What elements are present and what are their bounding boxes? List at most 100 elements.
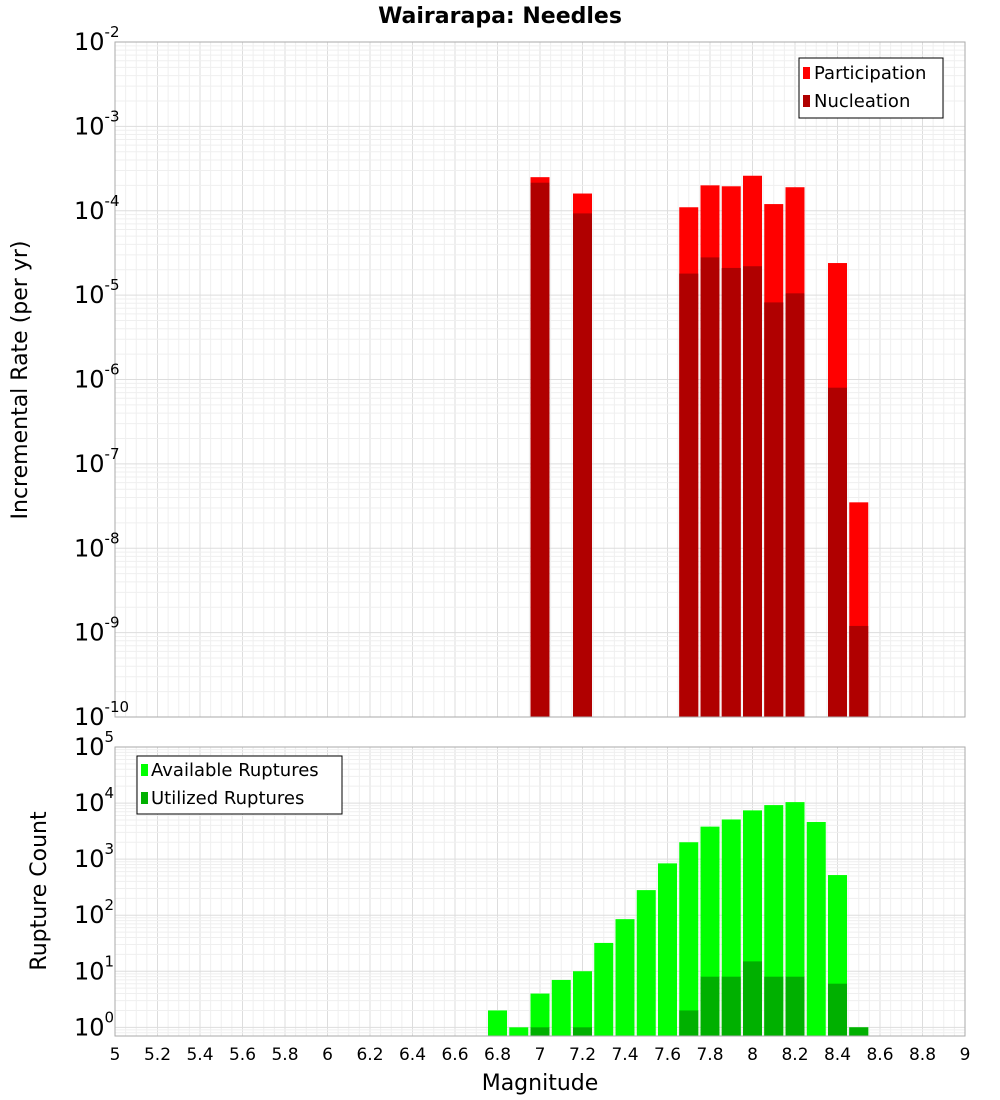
y-tick-exponent: -5	[105, 276, 120, 294]
y-tick-exponent: -7	[105, 445, 120, 463]
y-tick-label: 10-8	[74, 529, 120, 562]
y-tick-exponent: 1	[105, 952, 115, 970]
y-tick-exponent: -3	[105, 107, 120, 125]
bar-bottom-available-ruptures	[658, 863, 677, 1036]
bar-bottom-utilized-ruptures	[573, 1027, 592, 1036]
bar-bottom-utilized-ruptures	[764, 976, 784, 1036]
bar-bottom-utilized-ruptures	[849, 1027, 869, 1036]
y-tick-base: 10	[74, 733, 105, 761]
bar-bottom-utilized-ruptures	[721, 976, 741, 1036]
x-tick-label: 8.8	[909, 1045, 936, 1065]
x-tick-label: 7.2	[569, 1045, 596, 1065]
x-tick-label: 9	[960, 1045, 971, 1065]
bar-bottom-available-ruptures	[573, 971, 592, 1036]
bar-bottom-utilized-ruptures	[828, 983, 847, 1036]
y-tick-exponent: -10	[105, 698, 130, 716]
y-tick-base: 10	[74, 197, 105, 225]
bar-bottom-available-ruptures	[551, 979, 571, 1036]
x-tick-label: 7.8	[696, 1045, 723, 1065]
x-tick-label: 6	[322, 1045, 333, 1065]
bar-top-nucleation	[573, 213, 592, 717]
y-tick-base: 10	[74, 28, 105, 56]
bar-top-nucleation	[828, 387, 847, 717]
y-tick-label: 101	[74, 952, 114, 985]
bar-top-nucleation	[721, 267, 741, 717]
x-tick-label: 7.6	[654, 1045, 681, 1065]
top-plot: 10-210-310-410-510-610-710-810-910-10 In…	[8, 23, 966, 731]
legend-label-participation: Participation	[814, 63, 926, 84]
top-y-tick-labels: 10-210-310-410-510-610-710-810-910-10	[74, 23, 129, 731]
x-tick-label: 8.6	[866, 1045, 893, 1065]
bar-bottom-utilized-ruptures	[743, 961, 762, 1036]
x-tick-label: 6.8	[484, 1045, 511, 1065]
y-tick-exponent: 3	[105, 840, 115, 858]
bar-bottom-available-ruptures	[530, 993, 550, 1036]
y-tick-base: 10	[74, 366, 105, 394]
y-tick-label: 10-7	[74, 445, 120, 478]
y-tick-base: 10	[74, 534, 105, 562]
y-tick-label: 103	[74, 840, 114, 873]
x-tick-label: 5.2	[144, 1045, 171, 1065]
legend-swatch-available	[141, 764, 148, 776]
bar-bottom-available-ruptures	[488, 1010, 507, 1036]
top-bars	[530, 175, 869, 718]
x-tick-label: 6.2	[356, 1045, 383, 1065]
y-tick-label: 102	[74, 896, 114, 929]
y-tick-label: 105	[74, 728, 114, 761]
bar-bottom-available-ruptures	[806, 821, 826, 1036]
y-tick-base: 10	[74, 901, 105, 929]
y-tick-base: 10	[74, 845, 105, 873]
bar-bottom-available-ruptures	[615, 919, 635, 1036]
y-tick-exponent: -2	[105, 23, 120, 41]
bar-top-nucleation	[849, 625, 869, 717]
y-tick-base: 10	[74, 112, 105, 140]
legend-label-utilized: Utilized Ruptures	[151, 788, 304, 809]
x-tick-label: 5.8	[271, 1045, 298, 1065]
bar-bottom-available-ruptures	[636, 890, 656, 1036]
bar-top-nucleation	[700, 257, 720, 717]
y-tick-base: 10	[74, 281, 105, 309]
bar-top-nucleation	[785, 293, 805, 717]
top-legend-box	[798, 57, 944, 119]
x-tick-label: 5.4	[186, 1045, 213, 1065]
x-tick-label: 8	[747, 1045, 758, 1065]
y-tick-label: 100	[74, 1008, 114, 1041]
x-tick-labels: 5 5.2 5.4 5.6 5.8 6 6.2 6.4 6.6 6.8 7 7.2 7.4 7.6 7.8 8…	[110, 1045, 971, 1065]
bottom-bars	[488, 802, 869, 1036]
x-axis-label: Magnitude	[482, 1071, 599, 1096]
bar-top-nucleation	[764, 302, 784, 717]
bottom-plot-border	[114, 746, 966, 1037]
bar-top-nucleation	[530, 182, 550, 717]
x-tick-label: 8.2	[781, 1045, 808, 1065]
y-tick-label: 10-2	[74, 23, 120, 56]
x-tick-label: 6.6	[441, 1045, 468, 1065]
legend-swatch-utilized	[141, 792, 148, 804]
y-tick-base: 10	[74, 1013, 105, 1041]
bar-bottom-available-ruptures	[679, 842, 699, 1036]
y-tick-base: 10	[74, 703, 105, 731]
bottom-legend: Available Ruptures Utilized Ruptures	[136, 755, 343, 815]
y-tick-base: 10	[74, 450, 105, 478]
y-tick-label: 104	[74, 784, 114, 817]
y-tick-label: 10-6	[74, 361, 120, 394]
x-tick-label: 5.6	[229, 1045, 256, 1065]
top-plot-border	[114, 41, 966, 718]
y-tick-exponent: -9	[105, 614, 120, 632]
y-tick-base: 10	[74, 957, 105, 985]
y-tick-base: 10	[74, 789, 105, 817]
x-tick-label: 8.4	[824, 1045, 851, 1065]
legend-swatch-participation	[803, 67, 810, 79]
y-tick-exponent: 0	[105, 1008, 115, 1026]
bar-top-nucleation	[743, 266, 762, 717]
y-tick-exponent: 5	[105, 728, 115, 746]
top-y-axis-label: Incremental Rate (per yr)	[8, 241, 33, 520]
bottom-legend-box	[136, 755, 343, 815]
y-tick-exponent: -6	[105, 361, 120, 379]
y-tick-exponent: 4	[105, 784, 115, 802]
chart-title: Wairarapa: Needles	[378, 4, 622, 29]
legend-label-nucleation: Nucleation	[814, 91, 910, 112]
bar-bottom-available-ruptures	[509, 1027, 529, 1036]
